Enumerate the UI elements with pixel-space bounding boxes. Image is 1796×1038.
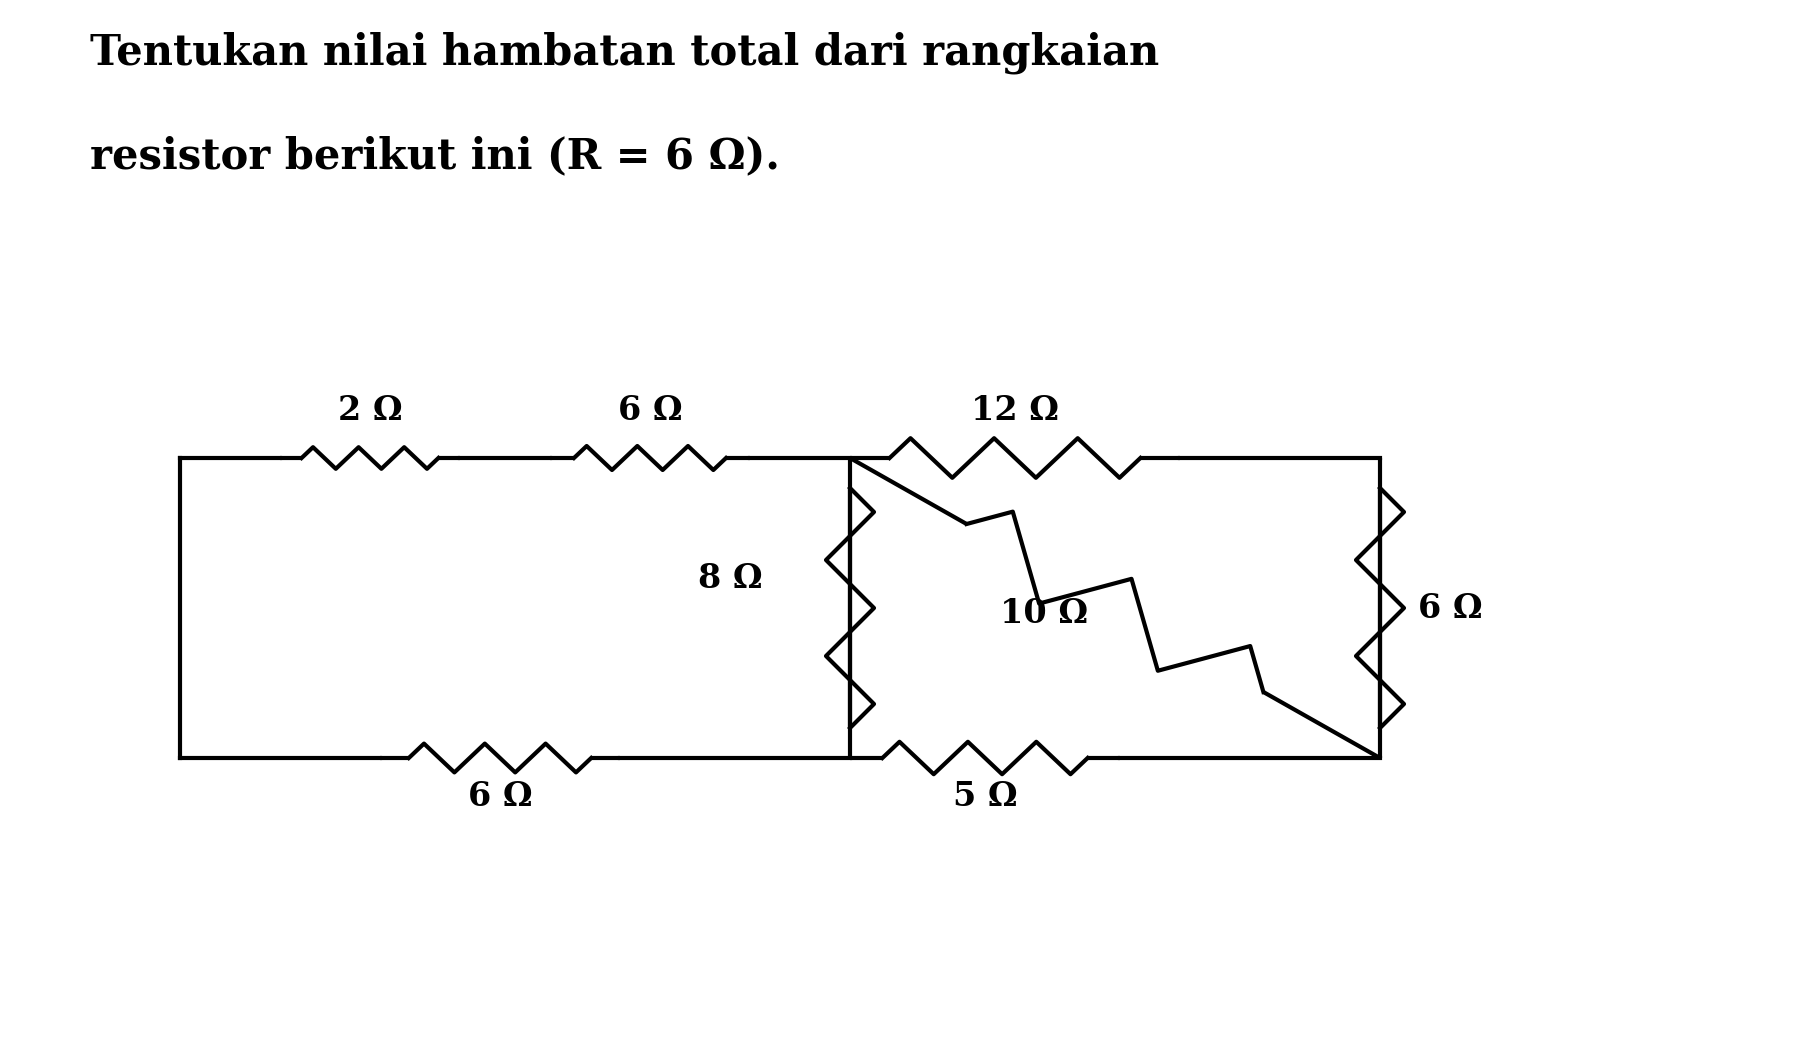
Text: 2 Ω: 2 Ω <box>338 394 402 427</box>
Text: 6 Ω: 6 Ω <box>618 394 682 427</box>
Text: 5 Ω: 5 Ω <box>952 780 1017 813</box>
Text: 12 Ω: 12 Ω <box>972 394 1060 427</box>
Text: Tentukan nilai hambatan total dari rangkaian: Tentukan nilai hambatan total dari rangk… <box>90 31 1158 74</box>
Text: resistor berikut ini (R = 6 Ω).: resistor berikut ini (R = 6 Ω). <box>90 135 779 176</box>
Text: 8 Ω: 8 Ω <box>697 562 762 595</box>
Text: 6 Ω: 6 Ω <box>467 780 532 813</box>
Text: 6 Ω: 6 Ω <box>1419 592 1483 625</box>
Text: 10 Ω: 10 Ω <box>1000 597 1088 630</box>
